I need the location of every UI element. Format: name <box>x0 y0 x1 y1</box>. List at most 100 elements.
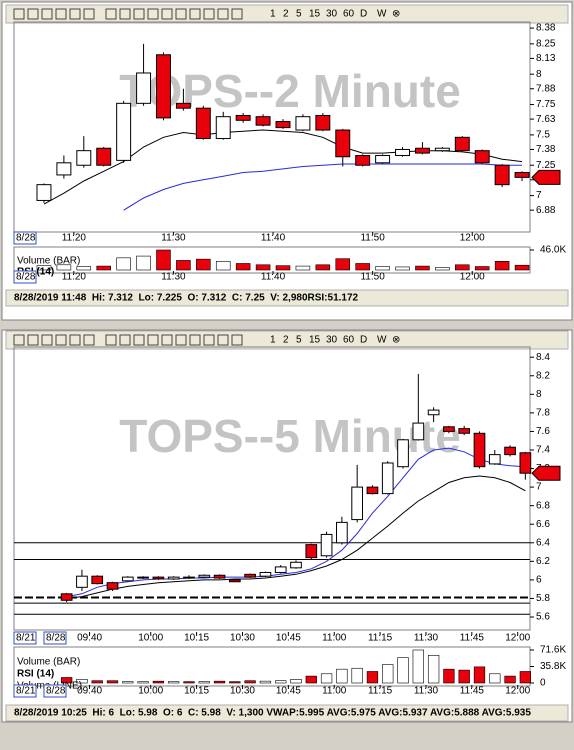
timeframe-button[interactable]: 60 <box>343 9 355 20</box>
toolbar-icon[interactable] <box>13 334 25 346</box>
timeframe-button[interactable]: 15 <box>309 335 321 346</box>
timeframe-button[interactable]: 60 <box>343 335 355 346</box>
toolbar-icon[interactable] <box>105 334 117 346</box>
volume-bar <box>152 680 165 684</box>
toolbar-icon[interactable] <box>27 334 39 346</box>
volume-bar <box>504 675 516 684</box>
toolbar-icon[interactable] <box>217 8 229 20</box>
toolbar-icon[interactable] <box>175 8 187 20</box>
candle-body <box>235 114 251 121</box>
toolbar-icon[interactable] <box>119 8 131 20</box>
timeframe-button[interactable]: 1 <box>270 9 276 20</box>
volume-bar <box>315 264 331 271</box>
timeframe-button[interactable]: 5 <box>296 335 302 346</box>
volume-bar <box>244 680 256 684</box>
timeframe-button[interactable]: 1 <box>270 335 276 346</box>
timeframe-button[interactable]: 2 <box>283 335 289 346</box>
toolbar-icon[interactable] <box>133 8 145 20</box>
y-tick-label: 8 <box>536 389 542 400</box>
volume-bar <box>443 668 455 684</box>
toolbar-icon[interactable] <box>69 8 81 20</box>
volume-bar <box>514 264 530 271</box>
candle-body <box>414 147 430 154</box>
volume-bar <box>183 681 195 684</box>
volume-bar <box>305 675 317 684</box>
toolbar-icon[interactable] <box>83 334 95 346</box>
toolbar-icon[interactable] <box>161 334 173 346</box>
chart-window <box>1 329 573 723</box>
timeframe-button[interactable]: W <box>377 9 387 20</box>
volume-bar <box>196 258 211 271</box>
toolbar-icon[interactable] <box>189 8 201 20</box>
date-label: 8/28 <box>46 633 66 644</box>
y-tick-label: 6.6 <box>536 519 550 530</box>
candle-body <box>106 582 119 590</box>
volume-bar <box>397 657 409 684</box>
volume-bar <box>136 255 151 271</box>
toolbar-icon[interactable] <box>55 8 67 20</box>
timeframe-button[interactable]: 5 <box>296 9 302 20</box>
watermark-title: TOPS--5 Minute <box>119 410 461 462</box>
candle-body <box>397 439 409 468</box>
volume-bar <box>519 671 532 684</box>
timeframe-button[interactable]: 2 <box>283 9 289 20</box>
toolbar-icon[interactable] <box>133 334 145 346</box>
volume-bar <box>168 681 180 684</box>
volume-bar <box>320 673 333 684</box>
volume-bar <box>494 261 510 271</box>
toolbar-icon[interactable] <box>27 8 39 20</box>
volume-bar <box>335 258 351 271</box>
timeframe-button[interactable]: W <box>377 335 387 346</box>
timeframe-button[interactable]: 30 <box>326 9 338 20</box>
status-bar <box>5 704 569 722</box>
close-icon: ⊗ <box>392 335 400 346</box>
timeframe-button[interactable]: D <box>360 9 367 20</box>
toolbar-icon[interactable] <box>147 8 159 20</box>
volume-bar <box>275 265 291 271</box>
volume-bar <box>295 265 311 271</box>
overlay-line <box>66 447 526 598</box>
candle-body <box>335 129 351 158</box>
volume-bar <box>91 680 103 684</box>
toolbar-icon[interactable] <box>203 334 215 346</box>
toolbar-icon[interactable] <box>69 334 81 346</box>
toolbar-icon[interactable] <box>203 8 215 20</box>
toolbar-icon[interactable] <box>83 8 95 20</box>
toolbar-icon[interactable] <box>175 334 187 346</box>
y-tick-label: 7.88 <box>536 83 556 94</box>
toolbar-icon[interactable] <box>55 334 67 346</box>
volume-bar <box>427 655 440 684</box>
plot-frame <box>13 346 531 631</box>
timeframe-button[interactable]: 15 <box>309 9 321 20</box>
toolbar-icon[interactable] <box>147 334 159 346</box>
toolbar-icon[interactable] <box>231 8 243 20</box>
volume-bar <box>275 680 287 684</box>
y-tick-label: 7.38 <box>536 144 556 155</box>
toolbar-icon[interactable] <box>231 334 243 346</box>
volume-bar <box>255 264 271 271</box>
candle-body <box>215 116 231 140</box>
x-tick-label: 12:00 <box>505 633 530 644</box>
timeframe-button[interactable]: 30 <box>326 335 338 346</box>
timeframe-button[interactable]: D <box>360 335 367 346</box>
toolbar-icon[interactable] <box>105 8 117 20</box>
toolbar-icon[interactable] <box>13 8 25 20</box>
x-tick-label: 12:00 <box>505 686 530 697</box>
toolbar-icon[interactable] <box>189 334 201 346</box>
volume-bar <box>106 680 119 684</box>
y-tick-label: 7.25 <box>536 160 556 171</box>
x-tick-label: 11:45 <box>460 686 485 697</box>
volume-tick-label: 35.8K <box>540 661 566 672</box>
toolbar-icon[interactable] <box>119 334 131 346</box>
volume-bar <box>60 677 73 684</box>
candle-body <box>454 136 470 152</box>
candle-body <box>305 544 318 559</box>
y-tick-label: 8.2 <box>536 370 550 381</box>
toolbar-icon[interactable] <box>41 334 53 346</box>
toolbar-icon[interactable] <box>161 8 173 20</box>
toolbar-icon[interactable] <box>217 334 229 346</box>
candle-body <box>96 147 112 166</box>
volume-bar <box>213 680 226 684</box>
toolbar-icon[interactable] <box>41 8 53 20</box>
